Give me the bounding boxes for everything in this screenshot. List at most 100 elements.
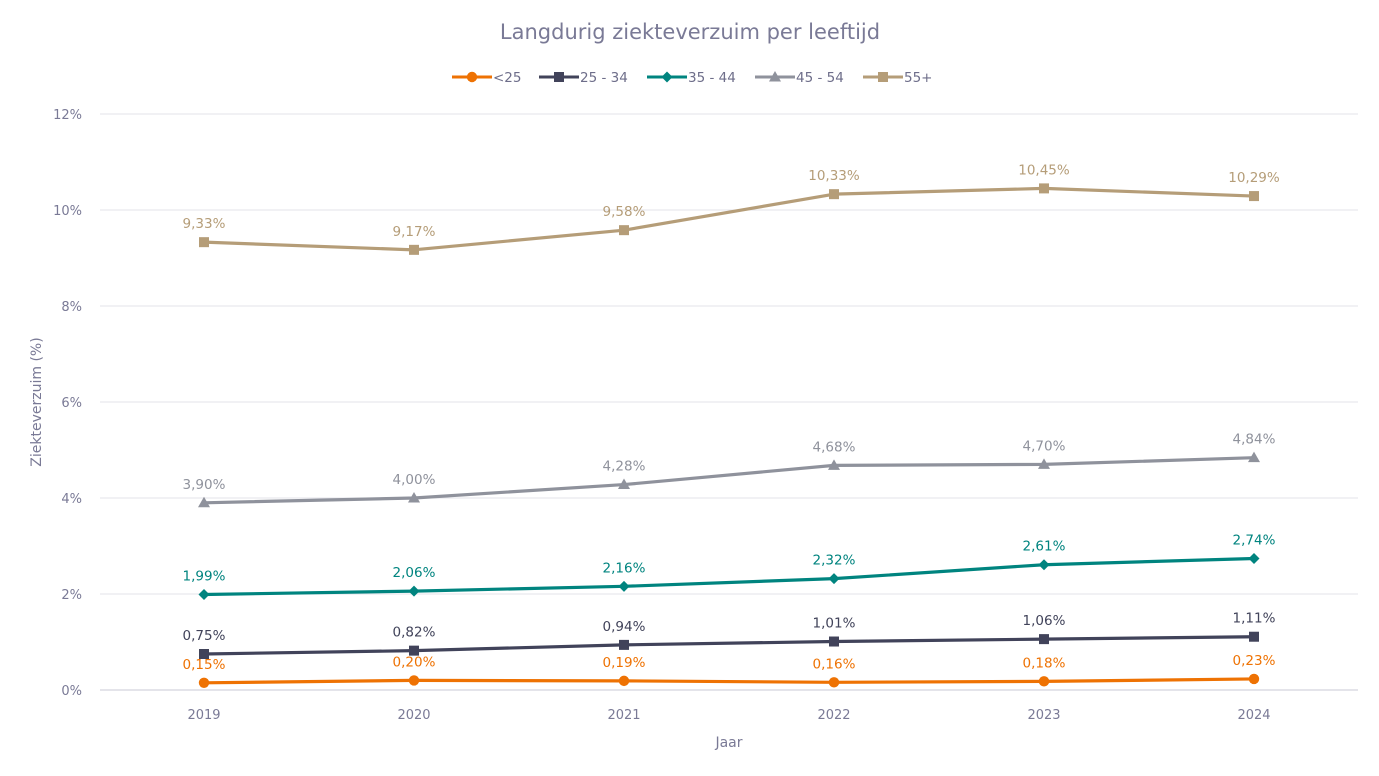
data-point — [618, 478, 630, 490]
data-point — [409, 645, 419, 656]
legend-label: 45 - 54 — [796, 70, 844, 86]
data-label: 0,19% — [603, 655, 646, 671]
data-point — [1039, 183, 1049, 194]
data-label: 9,17% — [393, 224, 436, 240]
data-point — [828, 573, 840, 585]
legend-square-marker-icon — [554, 72, 564, 82]
data-label: 1,99% — [183, 568, 226, 584]
x-tick-label: 2019 — [187, 708, 220, 723]
x-tick-label: 2023 — [1027, 708, 1060, 723]
y-tick-label: 10% — [53, 204, 82, 219]
data-point — [198, 677, 210, 688]
series-line — [203, 556, 1255, 597]
data-point — [618, 580, 630, 592]
x-tick-label: 2022 — [817, 708, 850, 723]
data-label: 4,28% — [603, 459, 646, 475]
y-tick-label: 6% — [61, 396, 82, 411]
data-point — [1249, 191, 1259, 202]
data-label: 0,15% — [183, 657, 226, 673]
series-25-34: 0,75% 0,82% 0,94% 1,01% 1,06% 1,11% — [183, 611, 1276, 659]
data-label: 4,00% — [393, 472, 436, 488]
data-point — [618, 675, 630, 687]
data-label: 1,01% — [813, 616, 856, 632]
legend-diamond-marker-icon — [661, 71, 673, 83]
y-axis-ticks: 0% 2% 4% 6% 8% 10% 12% — [53, 108, 82, 699]
data-label: 10,45% — [1018, 162, 1070, 178]
data-label: 9,58% — [603, 204, 646, 220]
data-point — [1038, 559, 1050, 571]
legend-label: 25 - 34 — [580, 70, 628, 86]
series-55plus: 9,33% 9,17% 9,58% 10,33% 10,45% 10,29% — [183, 162, 1280, 255]
data-label: 2,06% — [393, 565, 436, 581]
data-label: 2,16% — [603, 560, 646, 576]
data-point — [198, 496, 210, 508]
data-label: 3,90% — [183, 477, 226, 493]
data-label: 1,11% — [1233, 611, 1276, 627]
data-point — [1248, 673, 1260, 685]
legend-item-lt25[interactable]: <25 — [452, 70, 522, 86]
legend-label: 55+ — [904, 70, 933, 86]
legend-item-25-34[interactable]: 25 - 34 — [539, 70, 628, 86]
data-label: 2,61% — [1023, 539, 1066, 555]
x-axis-ticks: 2019 2020 2021 2022 2023 2024 — [187, 708, 1270, 723]
data-point — [409, 244, 419, 255]
y-axis-title: Ziekteverzuim (%) — [29, 337, 45, 466]
data-label: 0,18% — [1023, 655, 1066, 671]
data-label: 0,75% — [183, 628, 226, 644]
data-label: 0,16% — [813, 656, 856, 672]
legend-item-45-54[interactable]: 45 - 54 — [755, 70, 844, 86]
data-label: 2,32% — [813, 553, 856, 569]
data-point — [619, 225, 629, 236]
data-point — [1039, 634, 1049, 645]
data-label: 0,20% — [393, 654, 436, 670]
y-tick-label: 0% — [61, 684, 82, 699]
data-point — [199, 649, 209, 659]
data-label: 2,74% — [1233, 532, 1276, 548]
data-point — [408, 585, 420, 597]
data-point — [828, 677, 840, 688]
series-layer: 0,15% 0,20% 0,19% 0,16% 0,18% 0,23% 0,75% 0,82%… — [183, 162, 1280, 688]
y-tick-label: 8% — [61, 300, 82, 315]
legend-square-marker-icon — [878, 72, 888, 82]
data-label: 1,06% — [1023, 613, 1066, 629]
y-tick-label: 4% — [61, 492, 82, 507]
gridlines — [100, 113, 1358, 691]
legend-label: <25 — [493, 70, 522, 86]
data-point — [199, 237, 209, 248]
x-tick-label: 2024 — [1237, 708, 1270, 723]
series-35-44: 1,99% 2,06% 2,16% 2,32% 2,61% 2,74% — [183, 532, 1276, 600]
legend-circle-marker-icon — [466, 71, 478, 83]
series-line — [203, 456, 1255, 505]
series-line — [203, 635, 1255, 656]
data-point — [1249, 631, 1259, 642]
data-label: 0,82% — [393, 625, 436, 641]
legend-label: 35 - 44 — [688, 70, 736, 86]
data-point — [619, 639, 629, 650]
data-point — [829, 189, 839, 200]
data-label: 0,23% — [1233, 653, 1276, 669]
x-tick-label: 2021 — [607, 708, 640, 723]
legend: <25 25 - 34 35 - 44 45 - 54 55+ — [452, 70, 933, 86]
series-45-54: 3,90% 4,00% 4,28% 4,68% 4,70% 4,84% — [183, 432, 1276, 508]
data-label: 9,33% — [183, 216, 226, 232]
legend-triangle-marker-icon — [769, 71, 781, 82]
x-tick-label: 2020 — [397, 708, 430, 723]
series-line — [203, 186, 1255, 252]
data-point — [408, 492, 420, 503]
series-lt25: 0,15% 0,20% 0,19% 0,16% 0,18% 0,23% — [183, 653, 1276, 688]
data-label: 0,94% — [603, 619, 646, 635]
data-point — [1248, 552, 1260, 564]
data-label: 4,84% — [1233, 432, 1276, 448]
chart-title: Langdurig ziekteverzuim per leeftijd — [500, 20, 880, 44]
data-label: 4,70% — [1023, 438, 1066, 454]
data-point — [408, 675, 420, 686]
legend-item-55plus[interactable]: 55+ — [863, 70, 933, 86]
data-point — [828, 459, 840, 470]
legend-item-35-44[interactable]: 35 - 44 — [647, 70, 736, 86]
data-point — [198, 588, 210, 600]
data-point — [1248, 451, 1260, 463]
y-tick-label: 2% — [61, 588, 82, 603]
data-label: 10,33% — [808, 168, 860, 184]
y-tick-label: 12% — [53, 108, 82, 123]
